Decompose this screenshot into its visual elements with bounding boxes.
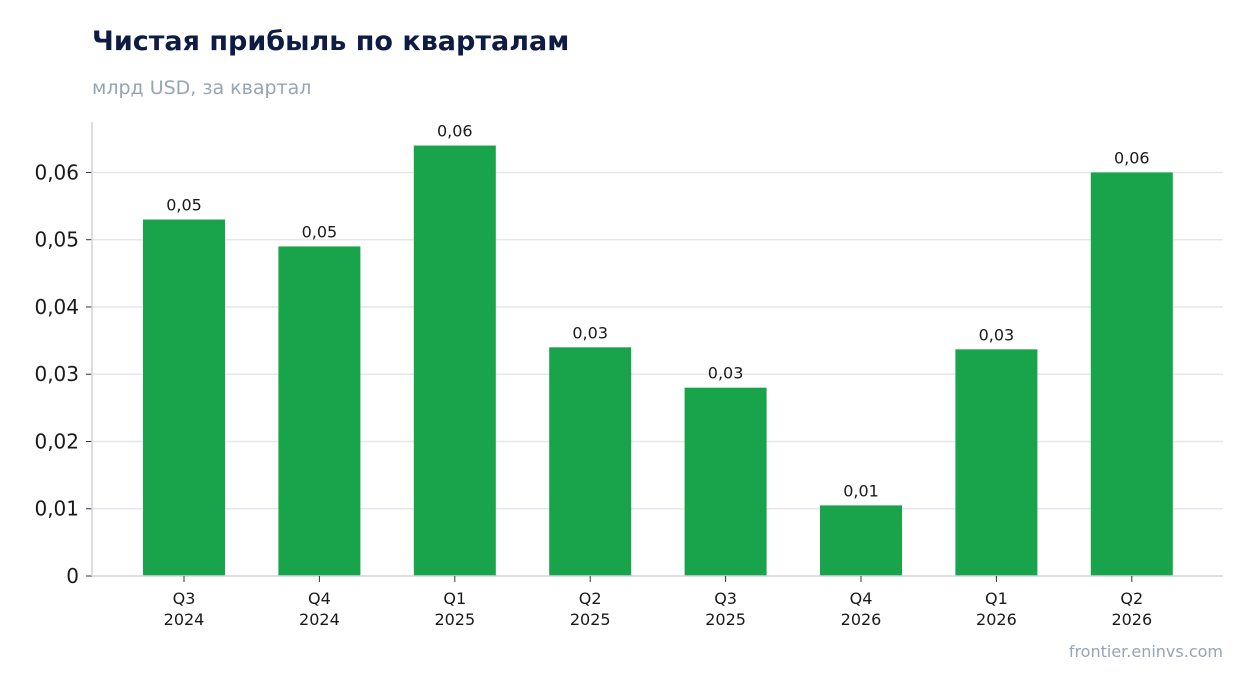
y-tick-label: 0,05 [34,228,79,252]
x-tick-labels: Q3 2024 Q4 2024 Q1 2025 Q2 2025 Q3 2025 Q4 2026 Q1 20… [164,589,1153,629]
x-tick-label-quarter: Q1 [985,589,1008,608]
x-tick-label-year: 2025 [570,610,611,629]
bar [1090,172,1173,576]
bar-value-label: 0,05 [302,222,338,241]
x-tick-label-quarter: Q4 [850,589,873,608]
chart-subtitle: млрд USD, за квартал [92,77,312,99]
axes [86,122,1223,582]
bar [143,219,225,576]
x-tick-label-quarter: Q1 [443,589,466,608]
grid-lines [92,171,1223,510]
x-tick-label-year: 2026 [841,610,882,629]
y-tick-label: 0,03 [34,362,79,386]
data-labels: 0,05 0,05 0,06 0,03 0,03 0,01 0,03 0,06 [166,122,1149,501]
bar [413,145,496,576]
x-tick-label-year: 2026 [976,610,1017,629]
x-tick-label-year: 2024 [299,610,340,629]
bar [549,347,632,576]
source-credit: frontier.eninvs.com [1068,642,1223,661]
bar [278,246,361,576]
y-tick-label: 0,01 [34,497,79,521]
bar [820,505,902,576]
y-tick-label: 0,02 [34,429,79,453]
x-tick-label-year: 2024 [164,610,205,629]
x-tick-label-year: 2025 [705,610,746,629]
bar-value-label: 0,01 [843,481,879,500]
bar-value-label: 0,06 [1114,148,1150,167]
bar-value-label: 0,03 [572,323,608,342]
bar [955,349,1038,576]
bar-value-label: 0,05 [166,196,202,215]
bars [143,145,1173,576]
y-tick-label: 0 [66,564,79,588]
x-tick-label-year: 2025 [434,610,475,629]
chart-title: Чистая прибыль по кварталам [92,26,570,57]
bar [684,387,767,576]
x-tick-label-quarter: Q3 [714,589,737,608]
y-tick-labels: 0 0,01 0,02 0,03 0,04 0,05 0,06 [34,160,79,588]
x-tick-label-quarter: Q4 [308,589,331,608]
bar-value-label: 0,03 [979,325,1015,344]
y-tick-label: 0,04 [34,295,79,319]
y-tick-label: 0,06 [34,160,79,184]
bar-value-label: 0,03 [708,364,744,383]
x-tick-label-quarter: Q3 [173,589,196,608]
x-tick-label-quarter: Q2 [579,589,602,608]
bar-value-label: 0,06 [437,122,473,141]
x-tick-label-quarter: Q2 [1120,589,1143,608]
x-tick-label-year: 2026 [1111,610,1152,629]
